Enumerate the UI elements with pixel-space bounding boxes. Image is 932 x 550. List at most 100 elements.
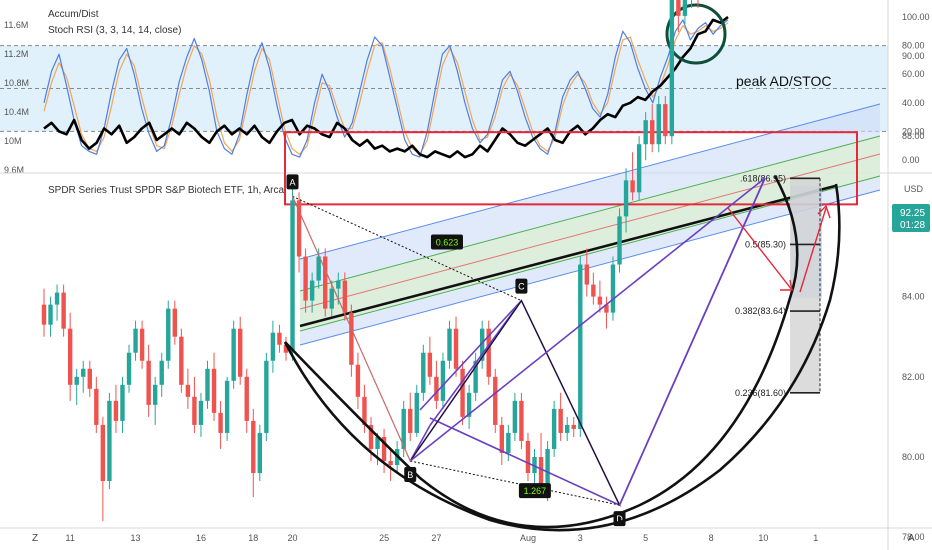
time-axis-tick: 1 <box>813 533 818 543</box>
candle-body <box>466 392 472 417</box>
time-axis-tick: 8 <box>709 533 714 543</box>
time-axis-tick: 18 <box>248 533 258 543</box>
candle-body <box>349 312 354 365</box>
candle-body <box>551 408 557 449</box>
stoch-axis-tick: 60.00 <box>902 69 925 79</box>
fib-label: 0.236(81.60) <box>735 388 786 398</box>
candle-body <box>375 436 380 449</box>
candle-body <box>54 292 60 305</box>
candle-body <box>159 360 164 385</box>
ad-axis-tick: 11.6M <box>4 20 28 30</box>
candle-body <box>309 280 315 301</box>
candle-body <box>316 256 321 281</box>
candle-body <box>198 400 204 425</box>
time-axis-tick: 10 <box>758 533 768 543</box>
candles <box>41 0 699 522</box>
candle-body <box>139 328 145 361</box>
candle-body <box>545 448 550 486</box>
candle-body <box>329 288 334 309</box>
pattern-ab-guide <box>292 196 411 462</box>
candle-body <box>453 328 459 369</box>
candle-body <box>244 376 249 421</box>
peak-circle <box>665 3 727 65</box>
candle-body <box>440 360 446 401</box>
oscillator-title: Accum/Dist <box>48 9 99 20</box>
candle-body <box>460 368 465 417</box>
candle-body <box>146 360 151 405</box>
candle-body <box>336 280 341 289</box>
point-label-a: A <box>290 177 296 187</box>
cup-curves <box>283 175 841 532</box>
channel-line <box>299 189 881 346</box>
zoom-icon[interactable]: Z <box>32 533 38 544</box>
candle-body <box>421 352 426 393</box>
series-stoch-k <box>43 19 729 158</box>
fib-label: 0.382(83.64) <box>735 306 786 316</box>
candle-body <box>617 216 622 265</box>
series-accum-dist <box>43 15 729 159</box>
ratio-label-bd: 1.267 <box>524 486 547 496</box>
point-badge-c <box>515 278 528 294</box>
candle-body <box>323 256 328 309</box>
candle-body <box>205 368 210 401</box>
candle-body <box>126 352 132 385</box>
candle-body <box>506 432 511 453</box>
candle-body <box>381 436 387 462</box>
stoch-axis-tick: 0.00 <box>902 155 920 165</box>
candle-body <box>578 264 583 429</box>
candle-body <box>81 368 86 377</box>
candle-body <box>270 332 276 361</box>
fib-label: .618(86.95) <box>740 173 786 183</box>
candle-body <box>48 304 53 325</box>
candle-body <box>342 280 348 313</box>
cup-curve-inner <box>284 175 799 529</box>
price-axis-tick: 78.00 <box>902 532 925 542</box>
candle-body <box>251 420 256 474</box>
trend-line <box>299 184 836 328</box>
candle-body <box>74 376 79 385</box>
candle-body <box>532 457 537 474</box>
channel-line <box>299 103 881 260</box>
candle-body <box>113 400 119 421</box>
candle-body <box>388 461 393 466</box>
candle-body <box>434 376 439 401</box>
candle-body <box>277 332 282 345</box>
candle-body <box>558 408 563 433</box>
candle-body <box>303 256 308 301</box>
time-axis-tick: 27 <box>431 533 441 543</box>
candle-body <box>597 296 603 305</box>
candle-body <box>238 328 243 377</box>
candle-body <box>604 304 609 313</box>
stoch-axis-tick: 100.00 <box>902 12 930 22</box>
ad-axis-tick: 10.8M <box>4 78 29 88</box>
candle-body <box>401 408 406 449</box>
candle-body <box>669 0 675 137</box>
time-axis-tick: Aug <box>520 533 536 543</box>
candle-body <box>630 180 635 193</box>
price-axis-tick: 84.00 <box>902 292 925 302</box>
price-axis-tick: 82.00 <box>902 372 925 382</box>
candle-body <box>257 432 263 474</box>
point-label-d: D <box>616 514 623 524</box>
peak-annotation: peak AD/STOC <box>736 73 831 89</box>
candle-body <box>584 264 590 285</box>
candle-body <box>67 328 73 385</box>
auto-scale-icon[interactable]: A <box>908 533 915 544</box>
stoch-axis-tick: 20.00 <box>902 126 925 136</box>
point-label-c: C <box>518 282 525 292</box>
currency-label: USD <box>904 184 924 194</box>
arrow-up-shaft <box>799 207 827 293</box>
price-axis-tick: 90.00 <box>902 51 925 61</box>
pattern-breakout-line <box>618 177 766 506</box>
channel-line <box>299 153 881 310</box>
regression-channel <box>299 103 881 346</box>
ad-axis-tick: 10.4M <box>4 107 29 117</box>
candle-body <box>512 400 518 433</box>
countdown: 01:28 <box>900 220 925 231</box>
candle-body <box>368 424 374 449</box>
oscillator-pane: 11.6M 11.2M 10.8M 10.4M 10M 9.6M 100.00 80.00 6… <box>0 3 930 175</box>
candle-body <box>525 440 531 474</box>
